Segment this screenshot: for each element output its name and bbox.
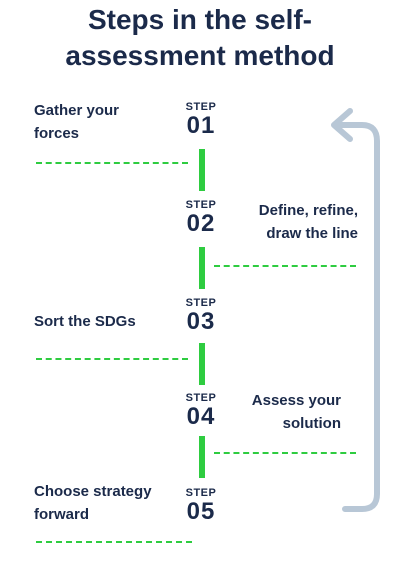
connector-bar	[199, 343, 205, 385]
step-05-label: Choose strategy forward	[34, 480, 152, 526]
step-number: 04	[186, 403, 216, 430]
title-line-2: assessment method	[65, 40, 335, 71]
step-05-tag: STEP 05	[176, 487, 226, 525]
title-line-1: Steps in the self-	[87, 4, 313, 35]
connector-bar	[199, 436, 205, 478]
step-number: 01	[186, 112, 216, 139]
dashed-divider	[214, 452, 356, 454]
dashed-divider	[36, 162, 188, 164]
step-05-label-line: forward	[34, 506, 90, 523]
step-03-tag: STEP 03	[176, 297, 226, 335]
step-02-label-line: draw the line	[266, 225, 358, 242]
step-02-label-line: Define, refine,	[258, 202, 358, 219]
step-word: STEP	[185, 199, 217, 211]
step-01-label-line: forces	[34, 125, 80, 142]
step-number: 03	[186, 308, 216, 335]
step-04-label: Assess your solution	[228, 389, 341, 435]
step-word: STEP	[185, 487, 217, 499]
dashed-divider	[214, 265, 356, 267]
step-word: STEP	[185, 101, 217, 113]
connector-bar	[199, 149, 205, 191]
connector-bar	[199, 247, 205, 289]
dashed-divider	[36, 358, 188, 360]
step-01-tag: STEP 01	[176, 101, 226, 139]
step-number: 05	[186, 498, 216, 525]
step-04-label-line: Assess your	[251, 392, 341, 409]
step-01-label-line: Gather your	[34, 102, 120, 119]
step-word: STEP	[185, 297, 217, 309]
step-03-label-line: Sort the SDGs	[34, 313, 136, 330]
step-02-tag: STEP 02	[176, 199, 226, 237]
step-number: 02	[186, 210, 216, 237]
step-word: STEP	[185, 392, 217, 404]
dashed-divider	[36, 541, 192, 543]
diagram-title: Steps in the self- assessment method	[0, 2, 400, 74]
step-03-label: Sort the SDGs	[34, 310, 136, 333]
step-04-label-line: solution	[282, 415, 341, 432]
step-01-label: Gather your forces	[34, 99, 119, 145]
step-02-label: Define, refine, draw the line	[228, 199, 358, 245]
step-04-tag: STEP 04	[176, 392, 226, 430]
step-05-label-line: Choose strategy	[34, 483, 152, 500]
